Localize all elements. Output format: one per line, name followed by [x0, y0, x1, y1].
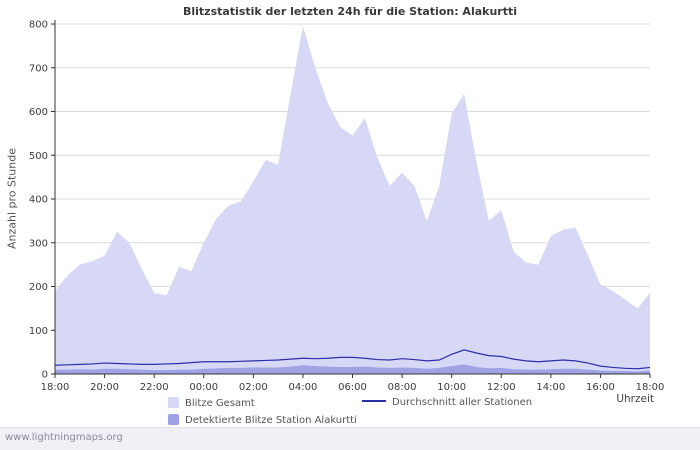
- y-tick-label: 700: [29, 63, 48, 74]
- x-tick-label: 18:00: [41, 382, 70, 393]
- chart-svg: 0 100 200 300 400 500 600 700 800 18:00 20:00 22:00…: [29, 20, 665, 394]
- x-tick-label: 20:00: [90, 382, 119, 393]
- x-tick-label: 00:00: [189, 382, 218, 393]
- legend-column-right: Durchschnitt aller Stationen: [362, 397, 532, 414]
- legend-item-average: Durchschnitt aller Stationen: [362, 397, 532, 414]
- chart-title: Blitzstatistik der letzten 24h für die S…: [182, 5, 517, 18]
- footer-bar: www.lightningmaps.org: [0, 427, 700, 450]
- total-area-swatch-icon: [168, 397, 179, 408]
- y-tick-label: 0: [42, 370, 48, 381]
- average-line-swatch-icon: [362, 400, 386, 402]
- y-tick-label: 400: [29, 195, 48, 206]
- area-series-total: [55, 26, 650, 374]
- legend-label-total: Blitze Gesamt: [185, 398, 255, 409]
- detected-area-swatch-icon: [168, 414, 179, 425]
- x-tick-label: 10:00: [437, 382, 466, 393]
- x-axis-label: Uhrzeit: [616, 393, 654, 405]
- y-tick-label: 300: [29, 238, 48, 249]
- x-tick-label: 18:00: [636, 382, 665, 393]
- y-tick-label: 100: [29, 326, 48, 337]
- x-tick-label: 16:00: [586, 382, 615, 393]
- watermark-link[interactable]: www.lightningmaps.org: [5, 432, 123, 443]
- y-tick-label: 600: [29, 107, 48, 118]
- legend-column-left: Blitze Gesamt Detektierte Blitze Station…: [168, 397, 357, 431]
- legend-label-average: Durchschnitt aller Stationen: [392, 397, 533, 408]
- x-tick-label: 22:00: [140, 382, 169, 393]
- x-tick-label: 06:00: [338, 382, 367, 393]
- legend-label-detected: Detektierte Blitze Station Alakurtti: [185, 415, 357, 426]
- y-tick-label: 500: [29, 151, 48, 162]
- legend-item-detected: Detektierte Blitze Station Alakurtti: [168, 414, 357, 431]
- y-tick-label: 200: [29, 282, 48, 293]
- x-tick-label: 14:00: [536, 382, 565, 393]
- x-tick-label: 04:00: [289, 382, 318, 393]
- average-line: [54, 349, 651, 370]
- x-tick-label: 02:00: [239, 382, 268, 393]
- area-series-detected: [55, 364, 650, 374]
- x-tick-label: 12:00: [487, 382, 516, 393]
- x-tick-label: 08:00: [388, 382, 417, 393]
- legend-item-total: Blitze Gesamt: [168, 397, 357, 414]
- y-tick-label: 800: [29, 20, 48, 31]
